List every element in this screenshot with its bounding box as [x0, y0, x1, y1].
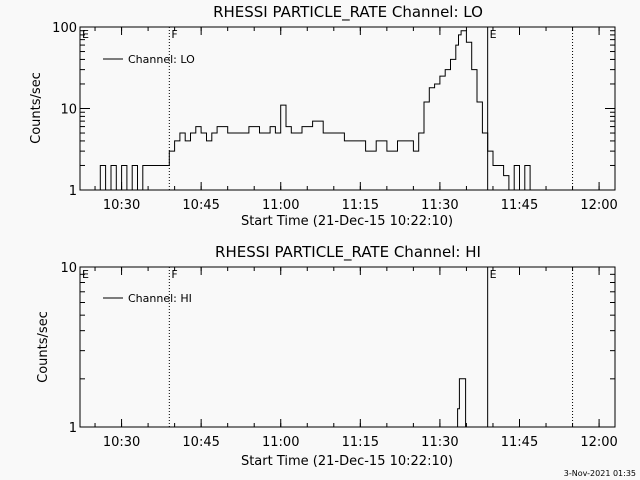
lo-x-tick-label: 11:45: [501, 198, 538, 213]
hi-axis-ticks: 10:30 10:45 11:00 11:15 11:30 11:45 12:00 1 10: [60, 261, 617, 450]
lo-marker-label: E: [490, 28, 497, 41]
lo-x-tick-label: 11:30: [421, 198, 458, 213]
lo-y-tick-label: 1: [69, 184, 77, 199]
hi-x-tick-label: 11:15: [342, 435, 379, 450]
lo-axis-ticks: 10:30 10:45 11:00 11:15 11:30 11:45 12:00 1 10 10…: [52, 21, 618, 213]
hi-marker-label: F: [171, 268, 177, 281]
hi-x-tick-label: 11:00: [262, 435, 299, 450]
lo-x-tick-label: 10:45: [182, 198, 219, 213]
hi-y-tick-label: 10: [60, 261, 77, 276]
hi-series-line: [455, 378, 467, 428]
hi-legend-label: Channel: HI: [128, 292, 192, 305]
hi-x-tick-label: 11:30: [421, 435, 458, 450]
lo-legend-label: Channel: LO: [128, 53, 195, 66]
hi-x-tick-label: 10:45: [182, 435, 219, 450]
hi-y-axis-label: Counts/sec: [36, 311, 51, 383]
hi-chart-title: RHESSI PARTICLE_RATE Channel: HI: [215, 243, 481, 262]
footer-timestamp: 3-Nov-2021 01:35: [564, 469, 636, 478]
lo-series-line: [95, 30, 536, 191]
hi-y-tick-label: 1: [69, 421, 77, 436]
lo-x-tick-label: 12:00: [580, 198, 617, 213]
hi-x-tick-label: 11:45: [501, 435, 538, 450]
lo-x-tick-label: 11:15: [342, 198, 379, 213]
lo-y-tick-label: 10: [60, 103, 77, 118]
lo-y-axis-label: Counts/sec: [29, 72, 44, 144]
hi-x-axis-label: Start Time (21-Dec-15 10:22:10): [241, 454, 453, 469]
lo-marker-label: F: [171, 28, 177, 41]
lo-x-tick-label: 11:00: [262, 198, 299, 213]
lo-chart-title: RHESSI PARTICLE_RATE Channel: LO: [213, 3, 483, 22]
lo-marker-label: E: [82, 28, 89, 41]
hi-plot-area: [79, 266, 616, 428]
hi-x-tick-label: 10:30: [103, 435, 140, 450]
lo-y-tick-label: 100: [52, 21, 77, 36]
hi-marker-label: E: [82, 268, 89, 281]
hi-channel-panel: RHESSI PARTICLE_RATE Channel: HI 10:30 10…: [36, 243, 618, 469]
lo-x-tick-label: 10:30: [103, 198, 140, 213]
hi-x-tick-label: 12:00: [580, 435, 617, 450]
lo-x-axis-label: Start Time (21-Dec-15 10:22:10): [241, 214, 453, 229]
hi-marker-label: E: [490, 268, 497, 281]
lo-channel-panel: RHESSI PARTICLE_RATE Channel: LO 10:30 10…: [29, 3, 618, 229]
